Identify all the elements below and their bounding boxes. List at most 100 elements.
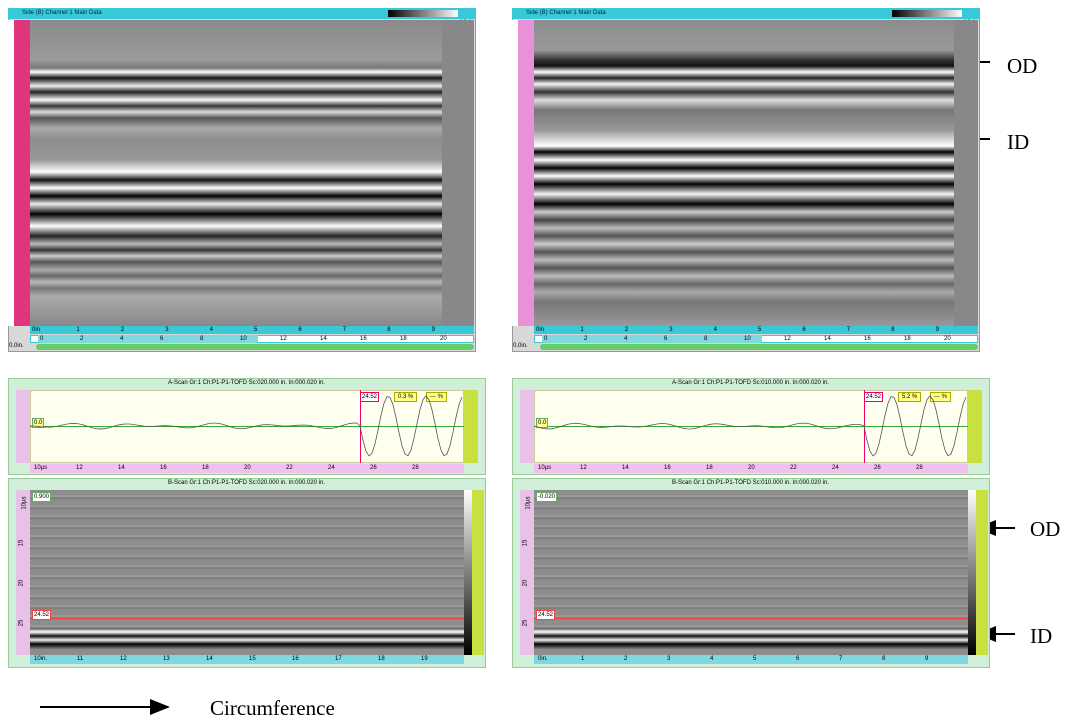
scan-image bbox=[534, 20, 954, 326]
bscan-tick-label: 16 bbox=[292, 656, 299, 662]
bscan-tick-label: 7 bbox=[839, 656, 842, 662]
index-tick-label: 6 bbox=[802, 327, 805, 333]
bscan-title: B-Scan Gr:1 Ch:P1-P1-TOFD Sc:020.000 in.… bbox=[168, 480, 325, 486]
index-tick-label: 8 bbox=[387, 327, 390, 333]
bscan-tick-label: 12 bbox=[120, 656, 127, 662]
bscan-tick-label: 1 bbox=[581, 656, 584, 662]
index-tick-label: 5 bbox=[758, 327, 761, 333]
scan-tick-label: 18 bbox=[400, 336, 407, 342]
scan-margin bbox=[442, 20, 474, 326]
bscan-tick-label: 6 bbox=[796, 656, 799, 662]
ascan-tick-label: 26 bbox=[370, 465, 377, 471]
od-label: OD bbox=[1007, 54, 1037, 79]
ascan-right-bar bbox=[464, 390, 478, 463]
ascan-trace bbox=[534, 390, 968, 463]
ascan-left-bar bbox=[520, 390, 534, 463]
ruler-gutter bbox=[512, 20, 518, 326]
ascan-waveform bbox=[534, 396, 966, 456]
bscan-depth-label: 10µs bbox=[526, 496, 532, 509]
scan-tick-label: 6 bbox=[664, 336, 667, 342]
ascan-tick-label: 22 bbox=[790, 465, 797, 471]
ascan-tick-label: 10µs bbox=[538, 465, 551, 471]
scan-ruler-highlight bbox=[38, 335, 258, 343]
depth-bar-right bbox=[472, 490, 484, 655]
ascan-tick-label: 14 bbox=[118, 465, 125, 471]
color-bar bbox=[464, 490, 472, 655]
offset-box: 0.900 bbox=[32, 492, 51, 502]
ascan-trace bbox=[30, 390, 464, 463]
color-scale bbox=[892, 10, 962, 17]
ascan-tick-label: 18 bbox=[202, 465, 209, 471]
ascan-tick-label: 22 bbox=[286, 465, 293, 471]
scan-tick-label: 20 bbox=[944, 336, 951, 342]
scan-tick-label: 12 bbox=[784, 336, 791, 342]
scan-image bbox=[30, 20, 442, 326]
ruler-gutter bbox=[8, 20, 14, 326]
bscan-title: B-Scan Gr:1 Ch:P1-P1-TOFD Sc:010.000 in.… bbox=[672, 480, 829, 486]
index-tick-label: 7 bbox=[343, 327, 346, 333]
index-tick-label: 0in bbox=[536, 327, 544, 333]
ascan-tick-label: 24 bbox=[832, 465, 839, 471]
bscan-depth-label: 20 bbox=[18, 580, 24, 587]
index-ruler bbox=[534, 326, 978, 334]
backwall-echo bbox=[30, 628, 464, 650]
index-tick-label: 4 bbox=[210, 327, 213, 333]
scan-tick-label: 10 bbox=[744, 336, 751, 342]
cursor-box: 24.52 bbox=[536, 610, 555, 620]
scan-tick-label: 6 bbox=[160, 336, 163, 342]
index-tick-label: 9 bbox=[432, 327, 435, 333]
bscan-tick-label: 14 bbox=[206, 656, 213, 662]
ascan-left-bar bbox=[16, 390, 30, 463]
scan-margin bbox=[954, 20, 978, 326]
scan-tick-label: 0 bbox=[40, 336, 43, 342]
scan-tick-label: 14 bbox=[320, 336, 327, 342]
offset-box: -0.020 bbox=[536, 492, 557, 502]
index-ruler bbox=[30, 326, 474, 334]
bscan-depth-label: 20 bbox=[522, 580, 528, 587]
index-tick-label: 2 bbox=[625, 327, 628, 333]
od-label: OD bbox=[1030, 517, 1060, 542]
ascan-tick-label: 10µs bbox=[34, 465, 47, 471]
scan-tick-label: 8 bbox=[704, 336, 707, 342]
ascan-tick-label: 12 bbox=[580, 465, 587, 471]
bscan-tick-label: 13 bbox=[163, 656, 170, 662]
bscan-tick-label: 0in. bbox=[538, 656, 548, 662]
bscan-depth-bar bbox=[520, 490, 534, 655]
cursor-box: 24.52 bbox=[32, 610, 51, 620]
scan-tick-label: 8 bbox=[200, 336, 203, 342]
scan-tick-label: 0 bbox=[544, 336, 547, 342]
index-tick-label: 3 bbox=[165, 327, 168, 333]
bscan-tick-label: 18 bbox=[378, 656, 385, 662]
bscan-tick-label: 3 bbox=[667, 656, 670, 662]
progress-bar bbox=[36, 344, 474, 350]
scan-tick-label: 14 bbox=[824, 336, 831, 342]
bscan-depth-label: 15 bbox=[18, 540, 24, 547]
bscan-depth-label: 25 bbox=[522, 620, 528, 627]
depth-ruler bbox=[14, 20, 30, 326]
bscan-tick-label: 2 bbox=[624, 656, 627, 662]
scan-tick-label: 4 bbox=[624, 336, 627, 342]
bscan-tick-label: 15 bbox=[249, 656, 256, 662]
index-tick-label: 4 bbox=[714, 327, 717, 333]
index-tick-label: 9 bbox=[936, 327, 939, 333]
position-label: 0.0in. bbox=[513, 343, 528, 349]
scan-tick-label: 18 bbox=[904, 336, 911, 342]
bscan-depth-label: 15 bbox=[522, 540, 528, 547]
ascan-tick-label: 28 bbox=[412, 465, 419, 471]
cursor-line bbox=[534, 618, 968, 619]
ascan-tick-label: 28 bbox=[916, 465, 923, 471]
scan-tick-label: 4 bbox=[120, 336, 123, 342]
scan-tick-label: 20 bbox=[440, 336, 447, 342]
index-tick-label: 1 bbox=[580, 327, 583, 333]
index-tick-label: 8 bbox=[891, 327, 894, 333]
depth-ruler bbox=[518, 20, 534, 326]
bscan-tick-label: 10in. bbox=[34, 656, 47, 662]
id-label: ID bbox=[1030, 624, 1052, 649]
bscan-tick-label: 9 bbox=[925, 656, 928, 662]
index-tick-label: 1 bbox=[76, 327, 79, 333]
cursor-line bbox=[30, 618, 464, 619]
scan-tick-label: 2 bbox=[80, 336, 83, 342]
ascan-tick-label: 18 bbox=[706, 465, 713, 471]
ascan-tick-label: 26 bbox=[874, 465, 881, 471]
index-tick-label: 7 bbox=[847, 327, 850, 333]
